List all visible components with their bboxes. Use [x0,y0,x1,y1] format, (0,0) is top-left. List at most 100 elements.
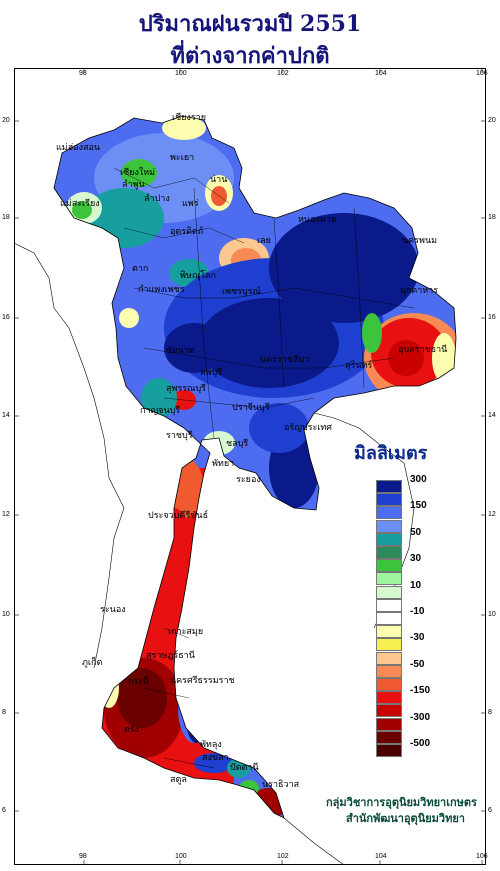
province-lines [113,167,415,769]
place-label: เกาะสมุย [168,626,204,636]
legend-label: 50 [410,526,422,538]
place-label: เลย [257,235,271,245]
place-label: มุกดาหาร [400,285,439,295]
place-label: เพชรบูรณ์ [222,286,261,296]
y-tick-right-16: 16 [488,314,496,321]
place-label: ชลบุรี [226,438,249,448]
legend-swatch [376,506,402,520]
place-label: พะเยา [170,152,195,162]
legend-swatch [376,651,402,665]
x-tick-bottom-102: 102 [277,853,289,860]
place-label: สตูล [170,774,187,784]
place-label: กาญจนบุรี [140,405,181,415]
legend-label: 300 [410,474,427,485]
legend-swatch [376,638,402,652]
thailand-outline [53,115,457,819]
legend-label: -500 [410,738,431,749]
y-tick-left-8: 8 [2,709,6,716]
y-tick-left-12: 12 [2,511,10,518]
y-tick-right-8: 8 [488,709,492,716]
place-label: สุราษฎร์ธานี [146,650,195,660]
place-label: นครพนม [402,235,438,245]
legend-label: -300 [410,711,431,723]
legend-label: -150 [410,685,431,697]
legend-swatch [376,612,402,625]
grid-ticks [14,68,486,865]
legend-label: 30 [410,553,422,565]
legend-title: มิลลิเมตร [354,443,428,464]
place-label: น่าน [210,174,228,184]
place-label: กำแพงเพชร [138,284,185,294]
place-label: นครราชสีมา [260,354,310,364]
place-label: พัทลุง [200,739,222,749]
legend-swatch [376,493,402,507]
credit-line-2: สำนักพัฒนาอุตุนิยมวิทยา [346,812,465,825]
place-label: ชัยนาท [166,345,195,355]
y-tick-left-18: 18 [2,214,10,221]
legend-swatch [376,704,402,718]
legend-swatch [376,532,402,546]
place-label: นครศรีธรรมราช [170,675,235,685]
y-tick-left-10: 10 [2,611,10,618]
legend-swatch [376,678,402,691]
legend-swatch [376,717,402,731]
place-label: แม่สะเรียง [60,198,100,208]
place-label: ตาก [132,263,149,273]
y-tick-right-20: 20 [488,117,496,124]
map-title-line-1: ปริมาณฝนรวมปี 2551 [138,11,362,37]
place-label: พิษณุโลก [180,270,217,280]
x-tick-top-98: 98 [79,70,87,77]
place-label: ตรัง [124,724,140,734]
place-label: หนองคาย [298,214,337,224]
x-tick-top-100: 100 [175,70,187,77]
place-label: ระยอง [236,474,261,484]
y-tick-right-14: 14 [488,412,496,419]
legend-swatch [376,744,402,757]
x-tick-bottom-100: 100 [175,853,187,860]
place-label: สุรินทร์ [345,360,373,370]
credit-line-1: กลุ่มวิชาการอุตุนิยมวิทยาเกษตร [326,796,477,809]
place-label: แพร่ [182,198,199,208]
legend-swatch [376,691,402,705]
legend-swatch [376,730,402,744]
legend-swatch [376,585,402,599]
place-label: ราชบุรี [166,430,193,440]
place-label: ระนอง [100,604,126,614]
legend-swatch [376,664,402,678]
place-label: กระบี่ [128,676,149,686]
y-tick-left-16: 16 [2,314,10,321]
legend-swatch [376,546,402,559]
place-label: ลพบุรี [200,367,222,377]
y-tick-right-18: 18 [488,214,496,221]
y-tick-right-10: 10 [488,611,496,618]
legend-swatch [376,480,402,493]
x-tick-bottom-98: 98 [79,853,87,860]
place-label: นราธิวาส [262,779,300,789]
place-label: อุตรดิตถ์ [170,226,204,236]
place-label: พัทยา [212,458,235,468]
map-title-line-2: ที่ต่างจากค่าปกติ [170,43,330,69]
x-tick-top-104: 104 [375,70,387,77]
x-tick-bottom-106: 106 [476,853,488,860]
place-label: แม่ฮ่องสอน [56,142,101,152]
place-label: ปัตตานี [230,762,259,772]
place-label: ปราจีนบุรี [232,402,270,412]
legend-swatch [376,559,402,573]
place-label: อรัญประเทศ [284,422,333,432]
legend-label: -10 [410,606,425,617]
neighbour-border-west [14,242,125,669]
y-tick-left-6: 6 [2,807,6,814]
x-tick-top-106: 106 [476,70,488,77]
place-label: ภูเก็ต [82,657,103,667]
legend-swatch [376,519,402,533]
y-tick-right-6: 6 [488,807,492,814]
x-tick-top-102: 102 [277,70,289,77]
place-label: สงขลา [202,752,229,762]
place-label: เชียงราย [172,112,207,122]
neighbour-border-south [283,817,345,865]
legend-swatch [376,572,402,586]
legend-label: -30 [410,632,425,644]
x-tick-bottom-104: 104 [375,853,387,860]
place-label: อุบลราชธานี [398,344,448,354]
place-label: สุพรรณบุรี [166,383,206,393]
